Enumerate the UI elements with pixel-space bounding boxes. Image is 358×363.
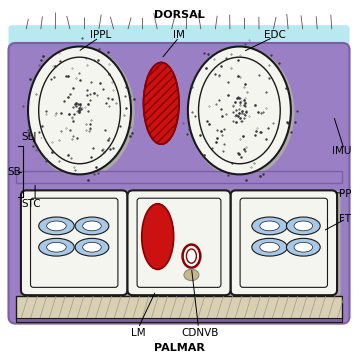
Ellipse shape (75, 217, 109, 235)
Ellipse shape (39, 217, 74, 235)
Ellipse shape (142, 204, 174, 269)
Bar (16, 171, 342, 183)
Text: IPPL: IPPL (90, 30, 111, 40)
Ellipse shape (83, 221, 101, 231)
FancyBboxPatch shape (232, 190, 340, 297)
Ellipse shape (47, 242, 66, 252)
Ellipse shape (294, 221, 313, 231)
Ellipse shape (286, 238, 320, 256)
Text: IMU: IMU (332, 146, 351, 156)
Ellipse shape (28, 46, 131, 174)
Ellipse shape (28, 46, 135, 178)
FancyBboxPatch shape (127, 190, 231, 295)
Ellipse shape (75, 238, 109, 256)
Text: DORSAL: DORSAL (154, 9, 204, 20)
Text: PP: PP (339, 189, 351, 199)
Text: IM: IM (173, 30, 185, 40)
FancyBboxPatch shape (129, 190, 234, 297)
Text: SB: SB (8, 167, 21, 176)
Ellipse shape (188, 46, 291, 174)
FancyBboxPatch shape (21, 190, 127, 295)
Ellipse shape (260, 221, 279, 231)
Text: FT: FT (339, 214, 351, 224)
Ellipse shape (183, 245, 200, 268)
Text: EDC: EDC (264, 30, 286, 40)
FancyBboxPatch shape (9, 25, 349, 68)
Ellipse shape (47, 221, 66, 231)
Text: PALMAR: PALMAR (154, 343, 204, 354)
FancyBboxPatch shape (9, 43, 349, 323)
Ellipse shape (260, 242, 279, 252)
FancyBboxPatch shape (23, 190, 131, 297)
Text: CDNVB: CDNVB (182, 328, 219, 338)
Text: SLJ: SLJ (21, 132, 36, 142)
Ellipse shape (294, 242, 313, 252)
Ellipse shape (188, 46, 294, 178)
Ellipse shape (39, 238, 74, 256)
Ellipse shape (83, 242, 101, 252)
Text: LM: LM (131, 328, 145, 338)
Bar (16, 296, 342, 319)
FancyBboxPatch shape (231, 190, 337, 295)
Ellipse shape (144, 62, 179, 144)
Bar (16, 318, 342, 322)
Text: STC: STC (21, 199, 40, 208)
Ellipse shape (184, 269, 199, 281)
Ellipse shape (187, 249, 197, 263)
Ellipse shape (252, 238, 287, 256)
Ellipse shape (252, 217, 287, 235)
Ellipse shape (286, 217, 320, 235)
